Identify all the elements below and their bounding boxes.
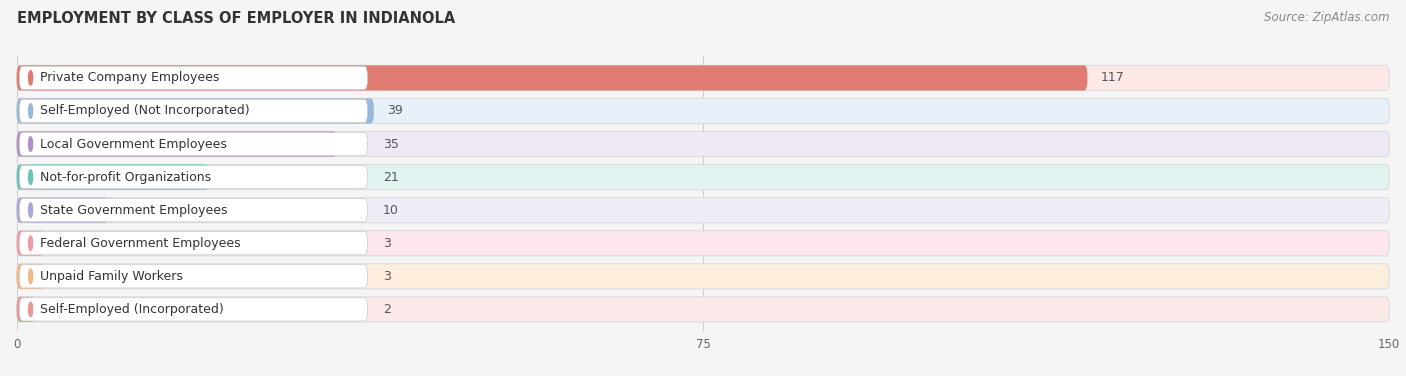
- FancyBboxPatch shape: [17, 297, 35, 322]
- Text: 39: 39: [388, 105, 404, 117]
- FancyBboxPatch shape: [20, 99, 367, 123]
- Circle shape: [28, 104, 32, 118]
- Circle shape: [28, 137, 32, 151]
- Circle shape: [28, 236, 32, 250]
- Text: Self-Employed (Incorporated): Self-Employed (Incorporated): [39, 303, 224, 316]
- Text: 3: 3: [382, 270, 391, 283]
- FancyBboxPatch shape: [20, 298, 367, 321]
- Circle shape: [28, 269, 32, 284]
- Text: 3: 3: [382, 237, 391, 250]
- Text: Local Government Employees: Local Government Employees: [39, 138, 226, 150]
- FancyBboxPatch shape: [17, 99, 1389, 124]
- Text: Not-for-profit Organizations: Not-for-profit Organizations: [39, 171, 211, 183]
- Text: Source: ZipAtlas.com: Source: ZipAtlas.com: [1264, 11, 1389, 24]
- Circle shape: [28, 302, 32, 317]
- Circle shape: [28, 170, 32, 184]
- FancyBboxPatch shape: [20, 232, 367, 255]
- Text: 117: 117: [1101, 71, 1125, 84]
- FancyBboxPatch shape: [20, 132, 367, 156]
- Text: Federal Government Employees: Federal Government Employees: [39, 237, 240, 250]
- Text: 10: 10: [382, 204, 399, 217]
- FancyBboxPatch shape: [17, 231, 1389, 256]
- FancyBboxPatch shape: [17, 264, 45, 289]
- FancyBboxPatch shape: [20, 165, 367, 189]
- FancyBboxPatch shape: [17, 264, 1389, 289]
- FancyBboxPatch shape: [17, 198, 108, 223]
- Circle shape: [28, 203, 32, 217]
- Text: State Government Employees: State Government Employees: [39, 204, 228, 217]
- FancyBboxPatch shape: [17, 132, 337, 156]
- FancyBboxPatch shape: [17, 65, 1087, 91]
- FancyBboxPatch shape: [17, 297, 1389, 322]
- FancyBboxPatch shape: [17, 65, 1389, 91]
- FancyBboxPatch shape: [17, 132, 1389, 156]
- Text: Self-Employed (Not Incorporated): Self-Employed (Not Incorporated): [39, 105, 249, 117]
- FancyBboxPatch shape: [20, 265, 367, 288]
- Text: EMPLOYMENT BY CLASS OF EMPLOYER IN INDIANOLA: EMPLOYMENT BY CLASS OF EMPLOYER IN INDIA…: [17, 11, 456, 26]
- Text: Unpaid Family Workers: Unpaid Family Workers: [39, 270, 183, 283]
- Text: 2: 2: [382, 303, 391, 316]
- FancyBboxPatch shape: [20, 66, 367, 89]
- FancyBboxPatch shape: [17, 231, 45, 256]
- FancyBboxPatch shape: [17, 198, 1389, 223]
- FancyBboxPatch shape: [17, 99, 374, 124]
- FancyBboxPatch shape: [17, 165, 1389, 190]
- Text: 21: 21: [382, 171, 398, 183]
- Text: Private Company Employees: Private Company Employees: [39, 71, 219, 84]
- Text: 35: 35: [382, 138, 399, 150]
- Circle shape: [28, 71, 32, 85]
- FancyBboxPatch shape: [17, 165, 209, 190]
- FancyBboxPatch shape: [20, 199, 367, 222]
